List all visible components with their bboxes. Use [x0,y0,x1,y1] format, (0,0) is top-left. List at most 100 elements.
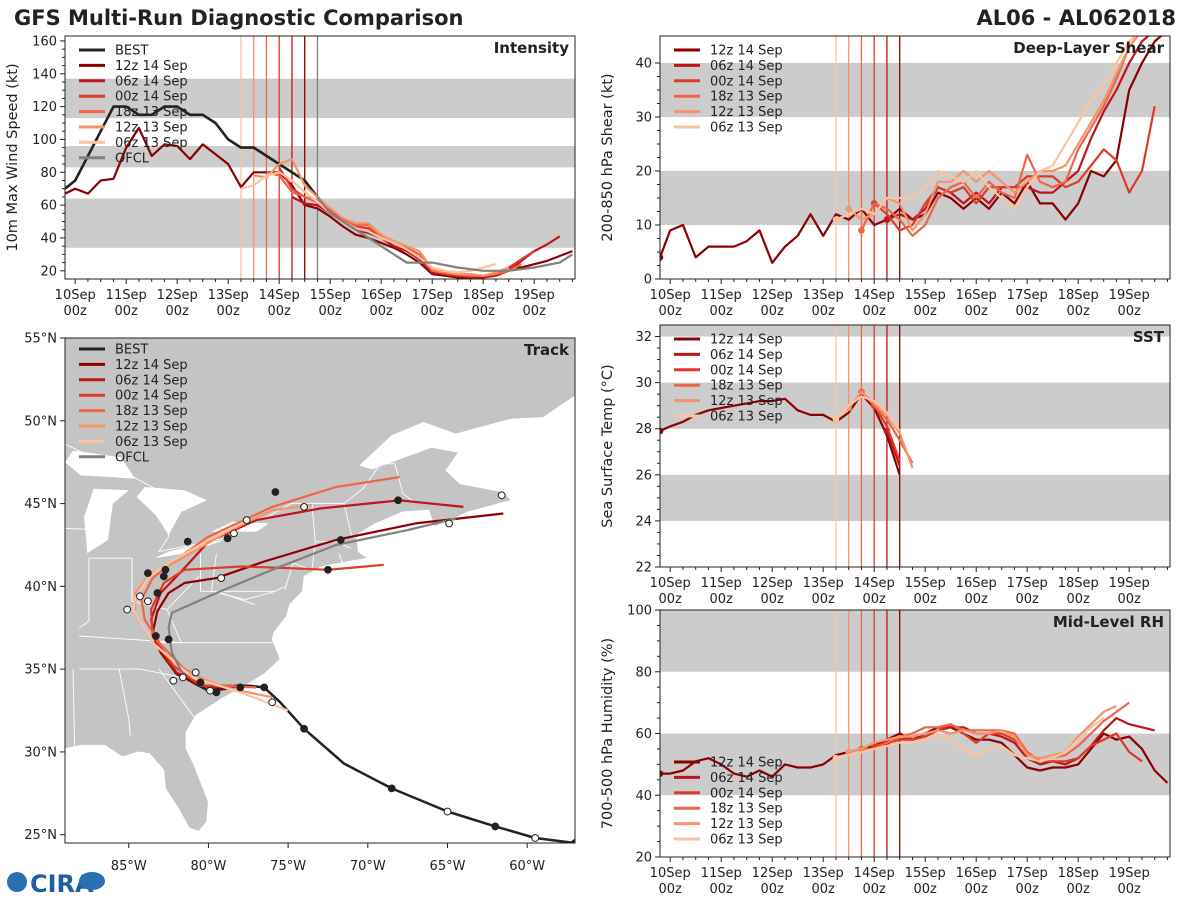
land-mass [65,338,575,832]
x-tick-label-day: 11Sep [701,576,742,591]
y-tick-label: 50°N [24,414,57,429]
track-marker-filled [387,784,396,793]
shade-band [660,382,1170,429]
series-line-06z-13-sep [240,171,497,274]
shade-band [65,78,575,119]
x-tick-label-hour: 00z [319,304,343,319]
y-tick-label: 30 [635,376,652,391]
shade-band [660,610,1170,672]
x-tick-label-hour: 00z [1118,592,1142,607]
plot-area [660,610,1170,857]
legend-entry: 12z 14 Sep [115,59,188,74]
track-marker-filled [143,569,152,578]
legend-entry: BEST [115,44,148,59]
series-line-00z-14-sep [873,405,901,462]
x-tick-label-hour: 00z [1016,304,1040,319]
y-tick-label: 140 [32,67,57,82]
track-marker-filled [324,565,332,574]
x-tick-label-hour: 00z [217,304,241,319]
track-marker-open [143,597,152,606]
y-tick-label: 80 [40,166,57,181]
x-tick-label-day: 19Sep [1109,288,1150,303]
track-marker-filled [151,632,160,640]
legend-entry: 18z 13 Sep [115,105,188,120]
x-tick-label-day: 16Sep [956,576,997,591]
x-tick-label-day: 15Sep [905,288,946,303]
x-tick-label-hour: 00z [965,882,989,897]
legend-entry: BEST [115,343,148,358]
y-tick-label: 55°N [24,332,57,347]
x-tick-label-hour: 00z [812,882,836,897]
x-tick-label-hour: 00z [659,592,683,607]
y-tick-label: 20 [635,851,652,866]
y-tick-label: 20 [40,264,57,279]
y-tick-label: 40°N [24,580,57,595]
track-marker-filled [196,678,205,687]
track-marker-open [123,605,132,614]
border-line [65,527,110,531]
x-tick-label: 75°W [270,859,306,874]
x-tick-label-day: 15Sep [905,866,946,881]
y-tick-label: 24 [635,514,652,529]
x-tick-label-hour: 00z [914,882,938,897]
x-tick-label-day: 12Sep [157,288,198,303]
track-marker-open [443,807,452,816]
x-tick-label-hour: 00z [914,592,938,607]
track-marker-filled [394,496,402,505]
x-tick-label-day: 17Sep [412,288,453,303]
shade-band [65,146,575,168]
y-tick-label: 10 [635,219,652,234]
legend-entry: 12z 14 Sep [710,333,783,348]
x-tick-label-hour: 00z [1016,592,1040,607]
y-tick-label: 45°N [24,497,57,512]
series-line-12z-13-sep [253,158,510,277]
track-marker-filled [300,724,308,733]
track-panel: 85°W 80°W 75°W 70°W 65°W 60°W 25°N 30°N 35°N 40°N… [24,332,576,874]
track-marker-open [497,491,506,500]
x-tick-label-hour: 00z [761,882,785,897]
legend-entry: 18z 13 Sep [710,90,783,105]
track-marker-filled [161,565,170,574]
x-tick-label-hour: 00z [863,304,887,319]
x-tick-label-hour: 00z [472,304,496,319]
great-lake [84,488,129,554]
plot-area [660,325,1170,567]
panel-title: Track [524,341,570,359]
x-tick-label-day: 10Sep [650,288,691,303]
y-tick-label: 0 [644,273,652,288]
border-line [200,553,286,592]
plot-area [65,36,575,279]
x-tick-label-hour: 00z [659,882,683,897]
track-marker-open [169,676,178,685]
init-dot [832,416,840,423]
legend-entry: 00z 14 Sep [710,786,783,801]
logo-satellite-icon [79,872,105,890]
track-line-06z-13-sep [132,519,289,712]
x-tick-label-day: 13Sep [803,288,844,303]
legend-entry: 06z 13 Sep [710,121,783,136]
x-tick-label-day: 19Sep [1109,866,1150,881]
x-tick-label-day: 17Sep [1007,866,1048,881]
legend-entry: 12z 13 Sep [115,420,188,435]
x-tick-label-day: 14Sep [259,288,300,303]
legend-entry: 12z 14 Sep [710,756,783,771]
border-line [216,590,255,606]
x-tick-label-day: 14Sep [854,576,895,591]
y-tick-label: 32 [635,330,652,345]
intensity-panel: 2040608010012014016010Sep00z11Sep00z12Se… [5,34,576,319]
legend-entry: 06z 14 Sep [710,771,783,786]
legend-entry: 12z 14 Sep [115,358,188,373]
x-tick-label-hour: 00z [1118,882,1142,897]
x-tick-label-day: 17Sep [1007,576,1048,591]
track-marker-open [217,574,226,582]
x-tick-label-day: 17Sep [1007,288,1048,303]
x-tick-label-hour: 00z [166,304,190,319]
y-tick-label: 120 [32,100,57,115]
y-tick-label: 25°N [24,828,57,843]
legend-entry: 18z 13 Sep [710,379,783,394]
y-tick-label: 60 [635,727,652,742]
legend-entry: 12z 13 Sep [115,121,188,136]
track-marker-open [206,686,214,695]
x-tick-label-day: 12Sep [752,866,793,881]
x-tick-label-day: 10Sep [650,576,691,591]
